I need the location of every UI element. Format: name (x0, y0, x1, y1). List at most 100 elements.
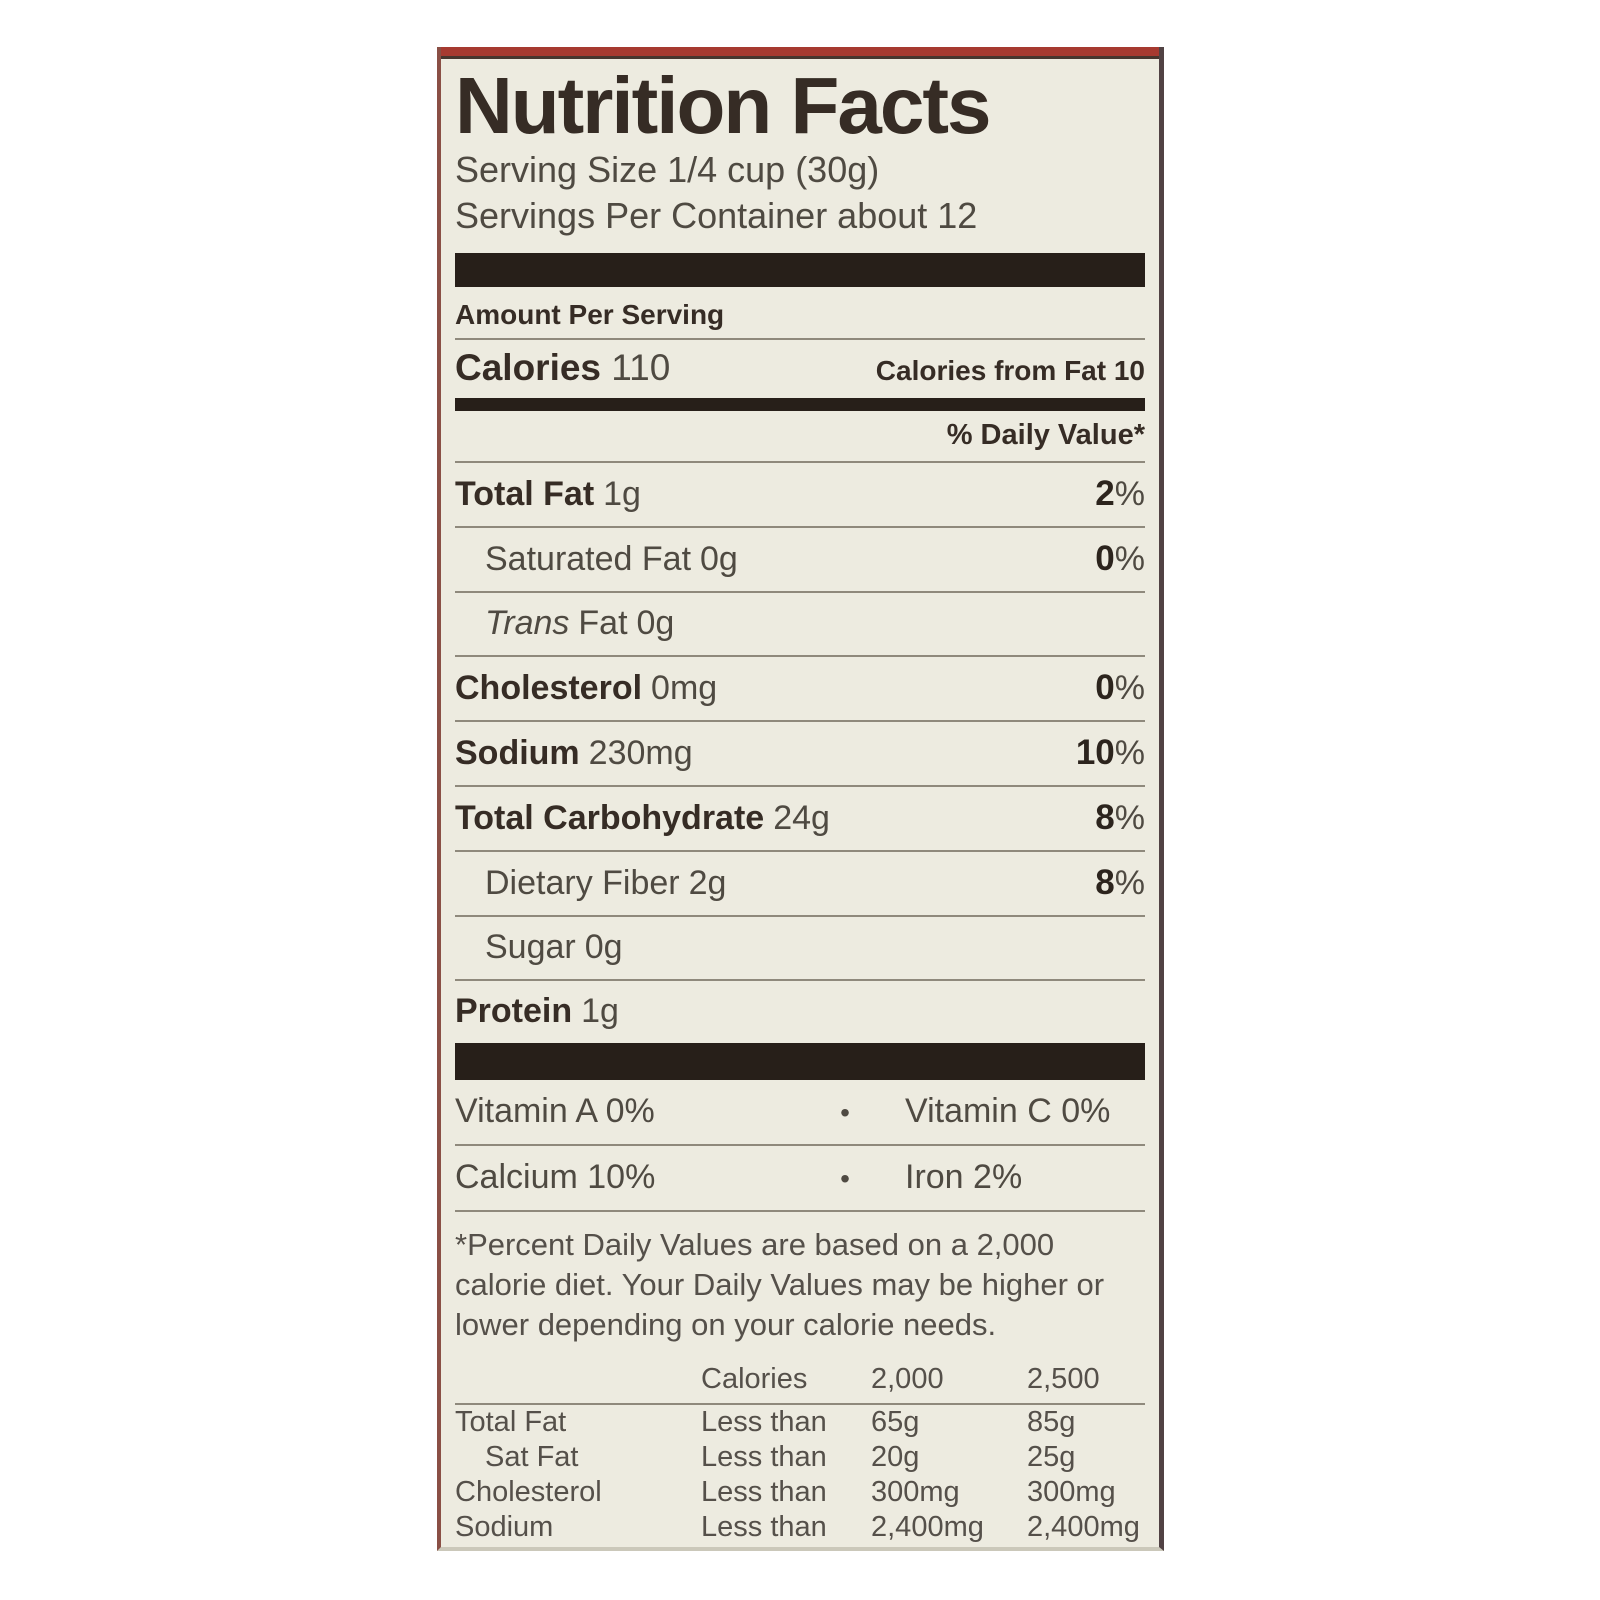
ref-qualifier: Less than (701, 1510, 827, 1543)
calories-from-fat: Calories from Fat 10 (875, 354, 1145, 386)
nutrient-row-protein: Protein 1g (455, 981, 1145, 1043)
ref-2000-value: 20g (871, 1440, 920, 1473)
ref-name: Total Fat (455, 1405, 567, 1438)
dv-percent-sign: % (1114, 798, 1145, 837)
dv-number: 10 (1075, 732, 1115, 772)
vitamin-c-value: Vitamin C 0% (905, 1091, 1111, 1130)
nutrient-amount: 2g (688, 863, 727, 902)
nutrient-name-amount: Trans Fat 0g (455, 604, 674, 643)
nutrient-name: Sugar (485, 927, 576, 966)
nutrient-name-amount: Protein 1g (455, 992, 619, 1031)
calcium-value: Calcium 10% (455, 1157, 656, 1196)
nutrient-row-dietary-fiber: Dietary Fiber 2g 8% (455, 852, 1145, 917)
vitamin-row-a-c: Vitamin A 0% • Vitamin C 0% (455, 1080, 1145, 1146)
nutrient-amount: 1g (581, 991, 619, 1030)
dv-number: 8 (1095, 862, 1115, 902)
bullet-separator: • (840, 1096, 850, 1128)
servings-per-container-line: Servings Per Container about 12 (455, 194, 978, 236)
nutrient-name: Sodium (455, 733, 580, 772)
nutrient-amount: 0mg (651, 668, 718, 707)
reference-row-sat-fat: Sat Fat Less than 20g 25g (455, 1440, 1145, 1475)
nutrient-name-amount: Total Carbohydrate 24g (455, 799, 830, 838)
dv-number: 2 (1095, 473, 1115, 513)
separator-bar-thick (455, 252, 1145, 287)
ref-qualifier: Less than (701, 1440, 827, 1473)
ref-2000-value: 300mg (871, 1475, 960, 1508)
nutrient-dv: 10% (1076, 733, 1145, 773)
ref-2500-value: 25g (1027, 1440, 1076, 1473)
bullet-separator: • (840, 1162, 850, 1194)
header-2500: 2,500 (1027, 1362, 1100, 1395)
dv-percent-sign: % (1114, 668, 1145, 707)
calories-number: 110 (611, 346, 671, 388)
ref-name: Cholesterol (455, 1475, 602, 1508)
nutrient-name: Protein (455, 991, 573, 1030)
nutrient-name: Total Carbohydrate (455, 798, 765, 837)
nutrient-dv: 8% (1095, 863, 1145, 903)
ref-name: Sat Fat (485, 1440, 579, 1473)
dv-percent-sign: % (1114, 733, 1145, 772)
daily-values-footnote: *Percent Daily Values are based on a 2,0… (455, 1226, 1105, 1342)
dv-number: 8 (1095, 797, 1115, 837)
dv-number: 0 (1095, 538, 1115, 578)
nutrient-row-trans-fat: Trans Fat 0g (455, 593, 1145, 657)
nutrient-row-saturated-fat: Saturated Fat 0g 0% (455, 528, 1145, 593)
nutrient-name: Dietary Fiber (485, 863, 680, 902)
reference-table: Calories 2,000 2,500 Total Fat Less than… (455, 1362, 1145, 1547)
header-2000: 2,000 (871, 1362, 944, 1395)
nutrient-name-italic: Trans (485, 603, 570, 642)
ref-2500-value: 300mg (1027, 1475, 1116, 1508)
label-title: Nutrition Facts (455, 61, 991, 150)
nutrient-name-amount: Cholesterol 0mg (455, 669, 717, 708)
nutrition-facts-label: Nutrition Facts Serving Size 1/4 cup (30… (437, 47, 1164, 1551)
calories-value: Calories 110 (455, 347, 670, 389)
dv-number: 0 (1095, 667, 1115, 707)
separator-bar-medium (455, 397, 1145, 411)
nutrient-name-amount: Saturated Fat 0g (455, 540, 738, 579)
ref-qualifier: Less than (701, 1405, 827, 1438)
header-calories: Calories (701, 1362, 808, 1395)
ref-2500-value: 2,400mg (1027, 1510, 1140, 1543)
ref-name: Sodium (455, 1510, 554, 1543)
nutrient-amount: 230mg (588, 733, 693, 772)
reference-row-total-carbohydrate: Total Carbohydrate 300g 375g (455, 1545, 1145, 1547)
reference-row-cholesterol: Cholesterol Less than 300mg 300mg (455, 1475, 1145, 1510)
nutrient-amount: 1g (603, 474, 641, 513)
label-content: Nutrition Facts Serving Size 1/4 cup (30… (441, 61, 1159, 1547)
daily-value-header: % Daily Value* (455, 411, 1145, 463)
nutrient-amount: 0g (584, 927, 623, 966)
nutrient-name-amount: Total Fat 1g (455, 475, 641, 514)
amount-per-serving-heading: Amount Per Serving (455, 297, 1145, 340)
nutrient-dv: 0% (1095, 668, 1145, 708)
calories-label: Calories (455, 346, 602, 388)
ref-2500-value: 85g (1027, 1405, 1076, 1438)
reference-row-total-fat: Total Fat Less than 65g 85g (455, 1405, 1145, 1440)
separator-bar-thick (455, 1042, 1145, 1080)
vitamin-row-calcium-iron: Calcium 10% • Iron 2% (455, 1146, 1145, 1212)
ref-2000-value: 2,400mg (871, 1510, 984, 1543)
nutrient-name: Cholesterol (455, 668, 643, 707)
reference-row-sodium: Sodium Less than 2,400mg 2,400mg (455, 1510, 1145, 1545)
nutrient-row-total-fat: Total Fat 1g 2% (455, 463, 1145, 528)
reference-table-header: Calories 2,000 2,500 (455, 1362, 1145, 1405)
nutrient-dv: 0% (1095, 539, 1145, 579)
serving-size-line: Serving Size 1/4 cup (30g) (455, 148, 880, 190)
ref-2000-value: 65g (871, 1405, 920, 1438)
ref-qualifier: Less than (701, 1475, 827, 1508)
nutrient-row-cholesterol: Cholesterol 0mg 0% (455, 657, 1145, 722)
nutrient-row-total-carbohydrate: Total Carbohydrate 24g 8% (455, 787, 1145, 852)
dv-percent-sign: % (1114, 863, 1145, 902)
ref-2500-value: 375g (1027, 1545, 1145, 1547)
nutrient-row-sodium: Sodium 230mg 10% (455, 722, 1145, 787)
nutrient-name: Total Fat (455, 474, 595, 513)
vitamin-a-value: Vitamin A 0% (455, 1091, 655, 1130)
dv-percent-sign: % (1114, 474, 1145, 513)
red-top-stripe (441, 47, 1159, 59)
nutrient-name-amount: Sodium 230mg (455, 734, 693, 773)
ref-name: Total Carbohydrate (455, 1545, 701, 1547)
nutrient-name: Fat (578, 603, 628, 642)
nutrient-name-amount: Sugar 0g (455, 928, 623, 967)
nutrient-dv: 2% (1095, 474, 1145, 514)
nutrient-amount: 0g (636, 603, 675, 642)
dv-percent-sign: % (1114, 539, 1145, 578)
